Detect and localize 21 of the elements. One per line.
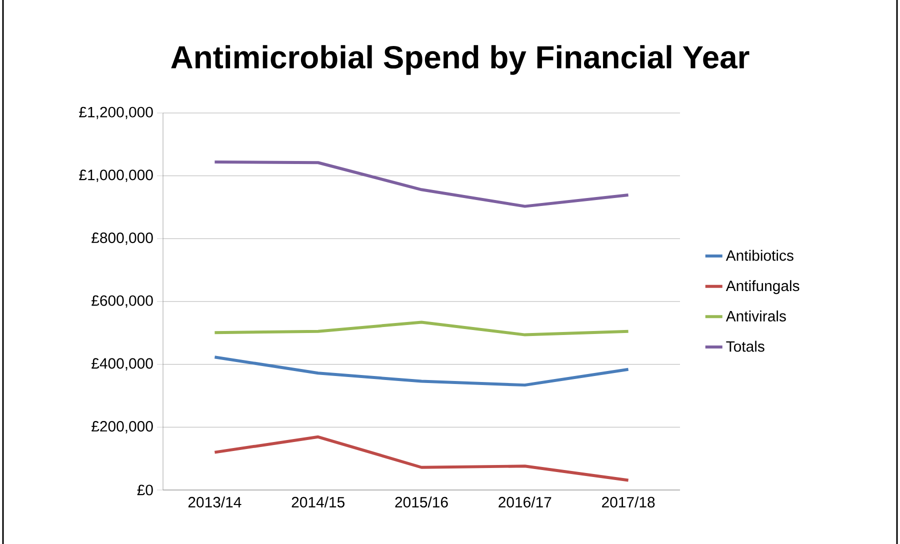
y-tick-label: £0 [137, 484, 153, 496]
x-tick-label: 2016/17 [498, 496, 552, 508]
x-tick-label: 2017/18 [602, 496, 655, 508]
legend-label: Antifungals [726, 280, 800, 294]
y-tick-label: £200,000 [92, 420, 153, 434]
y-tick-label: £1,200,000 [79, 106, 153, 120]
y-tick-label: £400,000 [92, 358, 153, 370]
line-series [213, 435, 630, 482]
chart-title: Antimicrobial Spend by Financial Year [171, 45, 750, 75]
x-tick-label: 2015/16 [395, 496, 448, 508]
y-tick-label: £800,000 [92, 232, 153, 245]
line-series [213, 320, 630, 336]
legend-label: Antivirals [726, 310, 786, 322]
line-series [213, 160, 630, 208]
legend-label: Totals [726, 340, 764, 352]
y-tick-label: £600,000 [92, 295, 153, 308]
y-tick-label: £1,000,000 [79, 170, 153, 182]
line-series [213, 356, 630, 387]
legend-label: Antibiotics [726, 250, 794, 261]
x-tick-label: 2013/14 [188, 496, 242, 508]
x-tick-label: 2014/15 [292, 496, 344, 508]
